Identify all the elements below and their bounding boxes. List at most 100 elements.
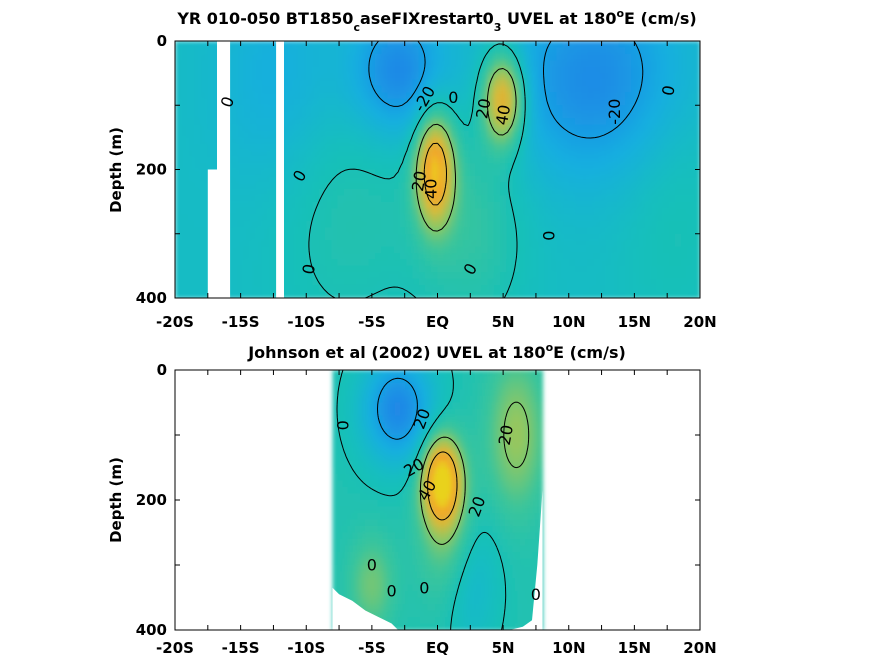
heatmap-cell <box>356 272 364 280</box>
heatmap-cell <box>581 53 589 61</box>
heatmap-cell <box>417 597 421 605</box>
heatmap-cell <box>487 73 495 81</box>
heatmap-cell <box>420 610 424 618</box>
heatmap-cell <box>402 526 406 534</box>
heatmap-cell <box>581 233 589 241</box>
heatmap-cell <box>581 66 589 74</box>
heatmap-cell <box>425 526 429 534</box>
heatmap-cell <box>281 137 289 145</box>
heatmap-cell <box>537 253 545 261</box>
heatmap-cell <box>643 227 651 235</box>
heatmap-cell <box>643 240 651 248</box>
heatmap-cell <box>427 370 431 378</box>
heatmap-cell <box>250 272 257 280</box>
heatmap-cell <box>256 240 264 248</box>
heatmap-cell <box>562 124 570 132</box>
heatmap-cell <box>367 487 371 495</box>
heatmap-cell <box>367 448 371 456</box>
heatmap-cell <box>420 513 424 521</box>
heatmap-cell <box>415 474 419 482</box>
heatmap-cell <box>390 552 394 560</box>
heatmap-cell <box>500 233 507 241</box>
heatmap-cell <box>375 552 379 560</box>
heatmap-cell <box>377 493 381 501</box>
heatmap-cell <box>345 558 349 566</box>
heatmap-cell <box>362 182 370 190</box>
heatmap-cell <box>375 571 379 579</box>
heatmap-cell <box>342 500 346 508</box>
heatmap-cell <box>365 539 369 547</box>
heatmap-cell <box>347 500 351 508</box>
heatmap-cell <box>331 98 339 106</box>
heatmap-cell <box>375 578 379 586</box>
heatmap-cell <box>325 66 332 74</box>
heatmap-cell <box>340 558 344 566</box>
heatmap-cell <box>406 41 414 49</box>
heatmap-cell <box>450 175 457 183</box>
heatmap-cell <box>487 130 495 138</box>
heatmap-cell <box>417 461 421 469</box>
heatmap-cell <box>357 402 361 410</box>
heatmap-cell <box>525 233 532 241</box>
heatmap-cell <box>343 272 351 280</box>
heatmap-cell <box>393 73 401 81</box>
heatmap-cell <box>475 272 482 280</box>
heatmap-cell <box>493 60 501 68</box>
heatmap-cell <box>600 227 607 235</box>
heatmap-cell <box>643 118 651 126</box>
heatmap-cell <box>568 201 576 209</box>
heatmap-cell <box>340 480 344 488</box>
x-tick-label: -15S <box>222 313 260 331</box>
heatmap-cell <box>382 487 386 495</box>
heatmap-cell <box>543 182 551 190</box>
heatmap-cell <box>443 272 451 280</box>
heatmap-cell <box>556 163 564 171</box>
heatmap-cell <box>606 285 614 293</box>
heatmap-cell <box>543 285 551 293</box>
heatmap-cell <box>402 500 406 508</box>
heatmap-cell <box>395 617 399 625</box>
heatmap-cell <box>575 47 582 55</box>
heatmap-cell <box>193 220 201 228</box>
heatmap-cell <box>337 454 341 462</box>
heatmap-cell <box>506 253 514 261</box>
heatmap-cell <box>406 53 414 61</box>
heatmap-cell <box>656 79 664 87</box>
heatmap-cell <box>187 111 195 119</box>
heatmap-cell <box>512 265 520 273</box>
heatmap-cell <box>368 79 376 87</box>
heatmap-cell <box>550 73 557 81</box>
heatmap-cell <box>370 571 374 579</box>
missing-data-band <box>207 169 217 298</box>
heatmap-cell <box>335 370 339 378</box>
heatmap-cell <box>575 105 582 113</box>
heatmap-cell <box>193 47 201 55</box>
heatmap-cell <box>631 156 639 164</box>
heatmap-cell <box>200 41 207 49</box>
heatmap-cell <box>637 60 645 68</box>
heatmap-cell <box>575 143 582 151</box>
heatmap-cell <box>287 175 295 183</box>
heatmap-cell <box>397 565 401 573</box>
heatmap-cell <box>406 240 414 248</box>
heatmap-cell <box>312 111 320 119</box>
heatmap-cell <box>250 233 257 241</box>
heatmap-cell <box>668 98 676 106</box>
heatmap-cell <box>675 169 682 177</box>
heatmap-cell <box>593 73 601 81</box>
heatmap-cell <box>350 195 357 203</box>
heatmap-cell <box>407 519 411 527</box>
heatmap-cell <box>537 137 545 145</box>
heatmap-cell <box>612 272 620 280</box>
heatmap-cell <box>362 584 366 592</box>
heatmap-cell <box>443 150 451 158</box>
heatmap-cell <box>575 259 582 267</box>
heatmap-cell <box>312 130 320 138</box>
heatmap-cell <box>405 467 409 475</box>
heatmap-cell <box>481 208 489 216</box>
heatmap-cell <box>415 604 419 612</box>
heatmap-cell <box>340 441 344 449</box>
heatmap-cell <box>262 278 270 286</box>
heatmap-cell <box>481 66 489 74</box>
heatmap-cell <box>243 130 251 138</box>
